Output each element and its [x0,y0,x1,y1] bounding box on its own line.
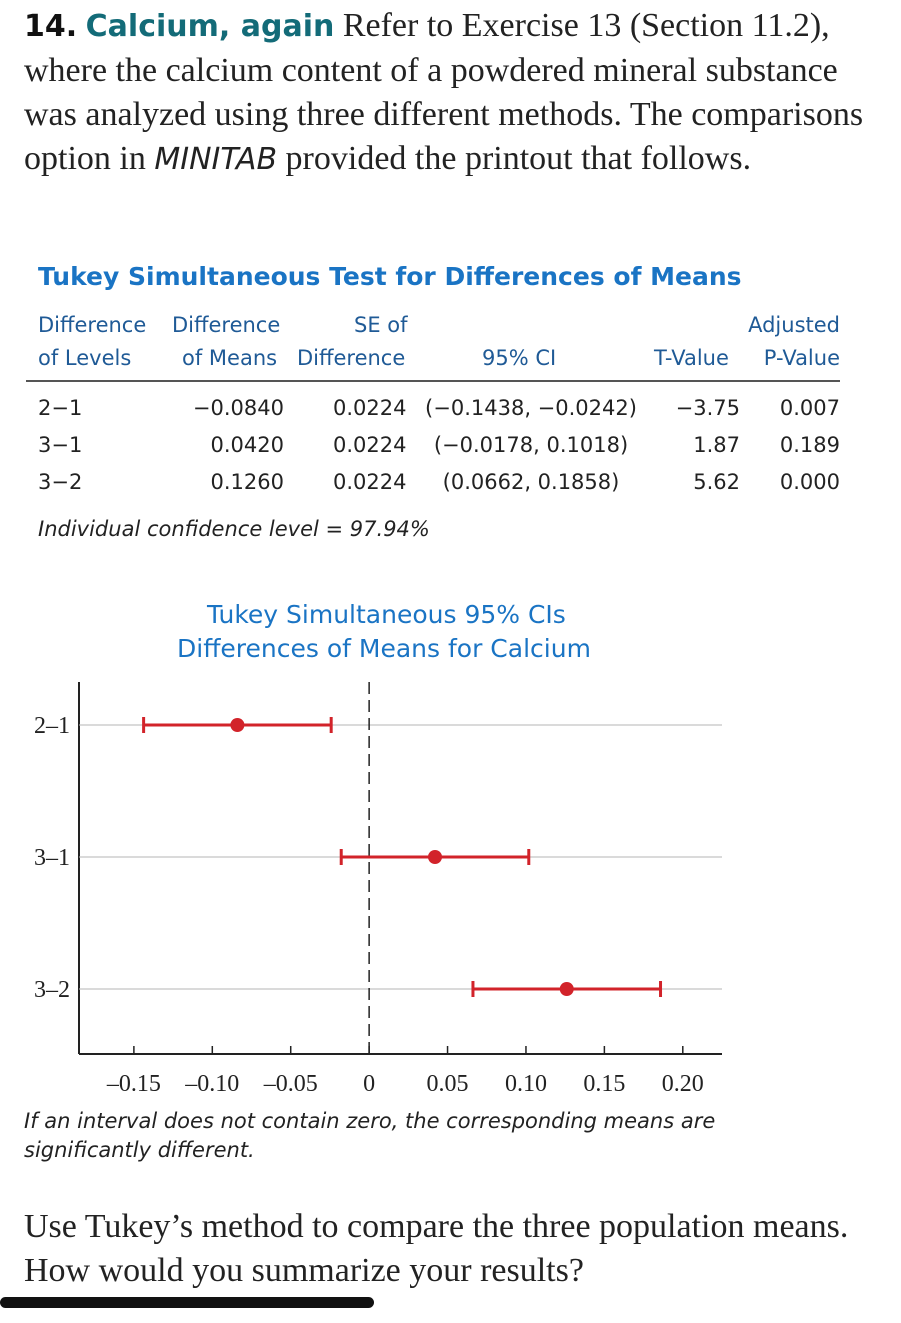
cell-levels: 2−1 [38,396,83,420]
header-p-2: P-Value [763,346,840,370]
ci-estimate-point [428,850,443,864]
cell-p: 0.000 [779,470,840,494]
chart-note: If an interval does not contain zero, th… [24,1109,716,1162]
x-tick-label: 0.20 [662,1071,704,1097]
problem-title: Calcium, again [85,9,335,44]
cell-diff: 0.1260 [210,470,284,494]
cell-levels: 3−1 [38,433,83,457]
y-category-label: 3–2 [34,977,70,1003]
cell-se: 0.0224 [333,470,407,494]
problem-text-a: Refer to Exercise 13 (Section 11.2), whe… [24,7,864,177]
cell-levels: 3−2 [38,470,83,494]
software-name: MINITAB [154,142,278,177]
problem-statement: 14. Calcium, again Refer to Exercise 13 … [24,4,884,182]
ci-chart: –0.15 –0.10 –0.05 0 0.05 0.10 0.15 0.20 2–1 3–1 3–… [34,682,722,1097]
header-means-2: of Means [182,346,278,370]
x-tick-label: 0.05 [427,1071,469,1097]
header-t: T-Value [654,346,729,370]
confidence-note: Individual confidence level = 97.94% [38,517,430,541]
question: Use Tukey’s method to compare the three … [24,1208,849,1289]
cell-t: 5.62 [693,470,740,494]
y-category-label: 2–1 [34,713,70,739]
cell-t: 1.87 [693,433,740,457]
header-levels-1: Difference [38,313,147,337]
x-tick-label: 0.15 [583,1071,625,1097]
chart-title: Tukey Simultaneous 95% CIs [207,600,566,629]
cell-diff: −0.0840 [192,396,284,420]
table-rule [26,380,840,382]
x-tick-label: 0.10 [505,1071,547,1097]
header-se-1: SE of [354,313,408,337]
cell-p: 0.189 [779,433,840,457]
ci-estimate-point [559,982,574,996]
scrollbar[interactable] [0,1297,374,1308]
header-means-1: Difference [172,313,281,337]
y-category-label: 3–1 [34,845,70,871]
chart-subtitle: Differences of Means for Calcium [177,634,591,663]
cell-ci: (−0.1438, −0.0242) [425,396,637,420]
x-tick-label: –0.15 [106,1071,161,1097]
cell-ci: (0.0662, 0.1858) [442,470,620,494]
ci-estimate-point [230,718,245,732]
cell-se: 0.0224 [333,433,407,457]
x-tick-label: –0.05 [263,1071,318,1097]
cell-diff: 0.0420 [210,433,284,457]
problem-number: 14. [24,9,78,44]
header-p-1: Adjusted [748,313,840,337]
cell-t: −3.75 [675,396,740,420]
x-tick-label: –0.10 [184,1071,239,1097]
header-se-2: Difference [297,346,406,370]
x-tick-label: 0 [363,1071,375,1097]
header-levels-2: of Levels [38,346,132,370]
cell-p: 0.007 [779,396,840,420]
cell-ci: (−0.0178, 0.1018) [433,433,629,457]
header-ci: 95% CI [482,346,557,370]
table-title: Tukey Simultaneous Test for Differences … [38,262,742,291]
problem-text-b: provided the printout that follows. [285,140,752,177]
cell-se: 0.0224 [333,396,407,420]
